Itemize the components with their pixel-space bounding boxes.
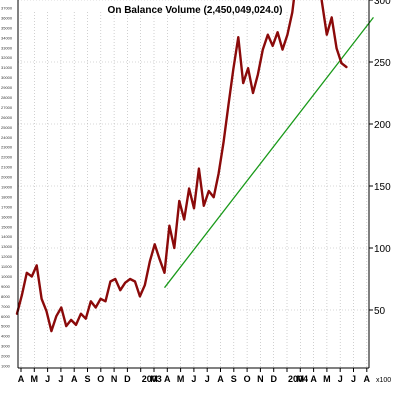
x-tick-label: J — [351, 374, 356, 384]
y-tick-label-left: 25000 — [1, 125, 13, 130]
x-tick-label: M — [150, 374, 158, 384]
plot-area — [18, 12, 369, 368]
x-tick-label: J — [58, 374, 63, 384]
x-tick-label: D — [124, 374, 131, 384]
x-tick-label: S — [84, 374, 90, 384]
y-tick-label-left: 34000 — [1, 35, 13, 40]
y-tick-label-right: 100 — [374, 244, 391, 255]
x-tick-label: M — [297, 374, 305, 384]
series-layer — [15, 0, 348, 333]
y-tick-label-left: 30000 — [1, 75, 13, 80]
x-tick-label: S — [231, 374, 237, 384]
x-tick-label: J — [191, 374, 196, 384]
x-tick-label: O — [244, 374, 251, 384]
y-tick-label-left: 36000 — [1, 15, 13, 20]
chart-title: On Balance Volume (2,450,049,024.0) — [108, 5, 283, 16]
x-tick-label: N — [111, 374, 118, 384]
y-tick-label-left: 21000 — [1, 165, 13, 170]
trend-layer — [163, 16, 374, 289]
x-tick-label: J — [205, 374, 210, 384]
y-tick-label-left: 37000 — [1, 6, 13, 11]
y-tick-label-left: 35000 — [1, 25, 13, 30]
y-tick-label-right: 250 — [374, 58, 391, 69]
y-tick-label-left: 1000 — [1, 364, 11, 369]
x-tick-label: D — [270, 374, 277, 384]
y-tick-label-right: 50 — [374, 306, 386, 317]
y-tick-label-left: 17000 — [1, 204, 13, 209]
y-tick-label-left: 13000 — [1, 244, 13, 249]
y-tick-label-left: 6000 — [1, 314, 11, 319]
y-tick-label-left: 8000 — [1, 294, 11, 299]
y-tick-label-left: 11000 — [1, 264, 13, 269]
y-tick-label-right: 150 — [374, 182, 391, 193]
y-tick-label-left: 18000 — [1, 194, 13, 199]
x-tick-label: O — [97, 374, 104, 384]
y-tick-label-left: 4000 — [1, 334, 11, 339]
trend-line — [163, 16, 374, 289]
y-tick-label-left: 14000 — [1, 234, 13, 239]
x-tick-label: M — [177, 374, 185, 384]
y-tick-label-left: 27000 — [1, 105, 13, 110]
x-tick-label: M — [31, 374, 39, 384]
x-tick-label: A — [217, 374, 224, 384]
y-tick-label-left: 19000 — [1, 185, 13, 190]
x-tick-label: A — [71, 374, 78, 384]
obv-series-line — [15, 0, 348, 333]
y-unit-label: x100 — [376, 377, 391, 384]
y-tick-label-left: 15000 — [1, 224, 13, 229]
y-tick-label-left: 16000 — [1, 214, 13, 219]
y-tick-label-left: 7000 — [1, 304, 11, 309]
y-tick-label-left: 12000 — [1, 254, 13, 259]
y-tick-label-left: 32000 — [1, 55, 13, 60]
y-ticks-left: 1000 2000 3000 4000 5000 6000 7000 8000 9000 1000… — [1, 6, 13, 369]
y-tick-label-left: 23000 — [1, 145, 13, 150]
y-ticks-right: 50100150200250300350 — [369, 0, 391, 317]
y-tick-label-right: 300 — [374, 0, 391, 7]
y-tick-label-left: 28000 — [1, 95, 13, 100]
x-tick-label: A — [164, 374, 171, 384]
y-tick-label-right: 200 — [374, 120, 391, 131]
x-tick-label: 2004 — [288, 374, 308, 384]
y-tick-label-left: 2000 — [1, 354, 11, 359]
grid-layer — [18, 0, 369, 368]
x-tick-label: J — [45, 374, 50, 384]
x-tick-label: A — [18, 374, 25, 384]
x-tick-label: A — [310, 374, 317, 384]
x-tick-label: A — [364, 374, 371, 384]
y-tick-label-left: 3000 — [1, 344, 11, 349]
y-tick-label-left: 29000 — [1, 85, 13, 90]
y-tick-label-left: 31000 — [1, 65, 13, 70]
y-tick-label-left: 33000 — [1, 45, 13, 50]
y-tick-label-left: 5000 — [1, 324, 11, 329]
x-tick-label: N — [257, 374, 264, 384]
y-tick-label-left: 20000 — [1, 175, 13, 180]
y-tick-label-left: 24000 — [1, 135, 13, 140]
x-tick-label: 2003 — [142, 374, 162, 384]
x-tick-label: J — [338, 374, 343, 384]
y-tick-label-left: 10000 — [1, 274, 13, 279]
y-tick-label-left: 9000 — [1, 284, 11, 289]
y-tick-label-left: 26000 — [1, 115, 13, 120]
x-tick-label: M — [323, 374, 331, 384]
y-tick-label-left: 22000 — [1, 155, 13, 160]
